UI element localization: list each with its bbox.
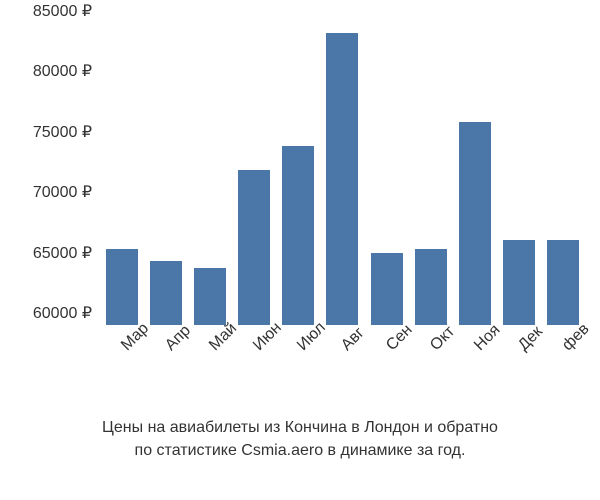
bar [238,170,270,325]
bar [459,122,491,325]
bar [326,33,358,325]
x-axis: МарАпрМайИюнИюлАвгСенОктНояДекфев [100,330,585,390]
bar [371,253,403,325]
y-tick-label: 70000 ₽ [33,182,92,202]
bar [194,268,226,325]
bar [503,240,535,325]
caption-line-2: по статистике Csmia.aero в динамике за г… [0,440,600,462]
bar [415,249,447,325]
y-tick-label: 85000 ₽ [33,1,92,21]
caption-line-1: Цены на авиабилеты из Кончина в Лондон и… [0,417,600,439]
y-tick-label: 80000 ₽ [33,61,92,81]
y-tick-label: 65000 ₽ [33,243,92,263]
plot-area [100,5,585,325]
bar [547,240,579,325]
y-tick-label: 60000 ₽ [33,303,92,323]
bar-chart: 60000 ₽ 65000 ₽ 70000 ₽ 75000 ₽ 80000 ₽ 85000… [0,0,600,395]
y-axis: 60000 ₽65000 ₽70000 ₽75000 ₽80000 ₽85000… [0,5,100,325]
chart-caption: Цены на авиабилеты из Кончина в Лондон и… [0,417,600,462]
bar [106,249,138,325]
bar [150,261,182,325]
y-tick-label: 75000 ₽ [33,122,92,142]
bar [282,146,314,325]
